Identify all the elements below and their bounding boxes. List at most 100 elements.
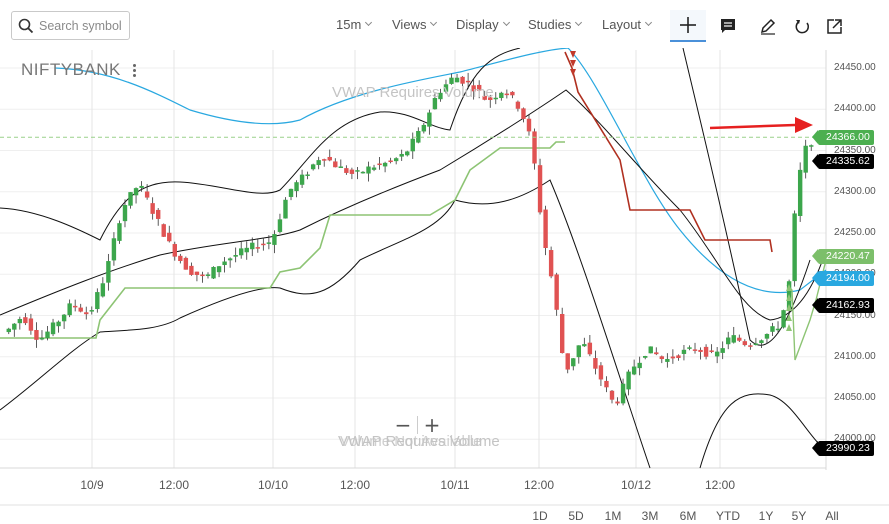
- price-chart[interactable]: [0, 48, 889, 508]
- interval-menu[interactable]: 15m: [336, 17, 373, 32]
- candle-up: [493, 97, 498, 100]
- symbol-menu-icon[interactable]: [132, 63, 136, 77]
- candle-up: [449, 77, 454, 84]
- x-tick-label: 12:00: [339, 478, 371, 492]
- symbol-label: NIFTYBANK: [21, 60, 136, 80]
- search-input[interactable]: [39, 17, 127, 35]
- x-tick-label: 12:00: [704, 478, 736, 492]
- y-tick-label: 24000.00: [834, 433, 876, 445]
- candle-down: [659, 356, 665, 360]
- views-menu[interactable]: Views: [392, 17, 438, 32]
- price-tag: 24335.62: [812, 154, 874, 169]
- candle-down: [183, 257, 189, 270]
- range-button-1m[interactable]: 1M: [604, 509, 622, 523]
- range-button-5y[interactable]: 5Y: [791, 509, 807, 523]
- studies-menu[interactable]: Studies: [528, 17, 583, 32]
- candle-up: [6, 328, 11, 333]
- candle-up: [250, 242, 255, 250]
- candle-up: [399, 153, 404, 157]
- undo-button[interactable]: [784, 10, 820, 42]
- layout-menu[interactable]: Layout: [602, 17, 653, 32]
- candle-up: [288, 188, 294, 197]
- range-button-ytd[interactable]: YTD: [716, 509, 740, 523]
- candle-down: [189, 265, 194, 275]
- candle-up: [266, 242, 272, 244]
- candle-up: [111, 238, 117, 261]
- candle-down: [476, 84, 482, 91]
- candle-down: [471, 85, 476, 92]
- vwap-watermark-top: VWAP Requires Volume: [332, 84, 494, 101]
- range-button-6m[interactable]: 6M: [679, 509, 697, 523]
- candle-up: [753, 343, 759, 346]
- y-tick-label: 24350.00: [834, 144, 876, 156]
- candle-down: [460, 76, 465, 84]
- crosshair-button[interactable]: [670, 10, 706, 42]
- comment-icon: [721, 19, 735, 33]
- y-tick-label: 24050.00: [834, 392, 876, 403]
- candle-up: [382, 162, 388, 167]
- undo-icon: [795, 20, 809, 34]
- candle-down: [333, 161, 338, 168]
- x-tick-label: 10/9: [80, 478, 104, 492]
- x-tick-label: 10/12: [620, 478, 652, 492]
- candle-down: [604, 380, 609, 388]
- candle-up: [205, 274, 211, 276]
- candle-down: [609, 390, 615, 400]
- range-button-1d[interactable]: 1D: [532, 509, 548, 523]
- symbol-name: NIFTYBANK: [21, 60, 121, 79]
- buy-signal-marker: [786, 314, 792, 321]
- candle-up: [277, 219, 283, 232]
- price-tag: 24366.00: [812, 130, 874, 145]
- candle-up: [643, 355, 648, 358]
- candle-up: [316, 160, 321, 166]
- sell-signal-marker: [570, 69, 576, 76]
- comment-button[interactable]: [710, 10, 746, 42]
- candle-down: [742, 341, 748, 346]
- candle-up: [294, 182, 299, 192]
- candle-down: [532, 131, 537, 164]
- candle-down: [737, 337, 742, 341]
- candle-down: [161, 224, 166, 237]
- basis-line: [0, 89, 827, 321]
- candle-down: [172, 244, 177, 257]
- range-button-5d[interactable]: 5D: [568, 509, 584, 523]
- draw-button[interactable]: [750, 10, 786, 42]
- zoom-out-button[interactable]: −: [389, 414, 417, 436]
- price-tag: 24162.93: [812, 298, 874, 313]
- candle-up: [371, 167, 377, 170]
- candle-down: [676, 355, 681, 359]
- zoom-controls: − +: [389, 414, 446, 436]
- price-tag: 23990.23: [812, 441, 874, 456]
- volume-watermark: Volume Not Available: [340, 433, 482, 450]
- candle-up: [809, 145, 814, 147]
- x-tick-label: 10/11: [440, 478, 470, 492]
- candle-down: [482, 95, 487, 100]
- range-button-3m[interactable]: 3M: [641, 509, 659, 523]
- display-menu[interactable]: Display: [456, 17, 510, 32]
- candle-up: [731, 335, 736, 343]
- search-box[interactable]: [11, 11, 130, 40]
- candle-up: [443, 84, 449, 92]
- upper-band: [0, 48, 811, 346]
- candle-up: [122, 205, 128, 222]
- candle-down: [23, 317, 28, 324]
- candle-up: [305, 174, 310, 176]
- candle-up: [582, 344, 587, 347]
- share-button[interactable]: [816, 10, 852, 42]
- range-button-all[interactable]: All: [825, 509, 839, 523]
- candle-down: [554, 274, 559, 310]
- candle-down: [615, 401, 620, 404]
- candle-up: [421, 124, 427, 132]
- candle-down: [526, 118, 532, 132]
- toolbar: 15m Views Display Studies Layout: [0, 0, 889, 50]
- candle-down: [34, 330, 39, 340]
- candle-down: [194, 271, 200, 275]
- candle-down: [155, 209, 161, 219]
- candle-down: [377, 163, 382, 166]
- zoom-in-button[interactable]: +: [418, 414, 446, 436]
- candle-down: [598, 365, 604, 380]
- candle-up: [366, 166, 371, 174]
- range-button-1y[interactable]: 1Y: [758, 509, 774, 523]
- price-tag: 24220.47: [812, 249, 874, 264]
